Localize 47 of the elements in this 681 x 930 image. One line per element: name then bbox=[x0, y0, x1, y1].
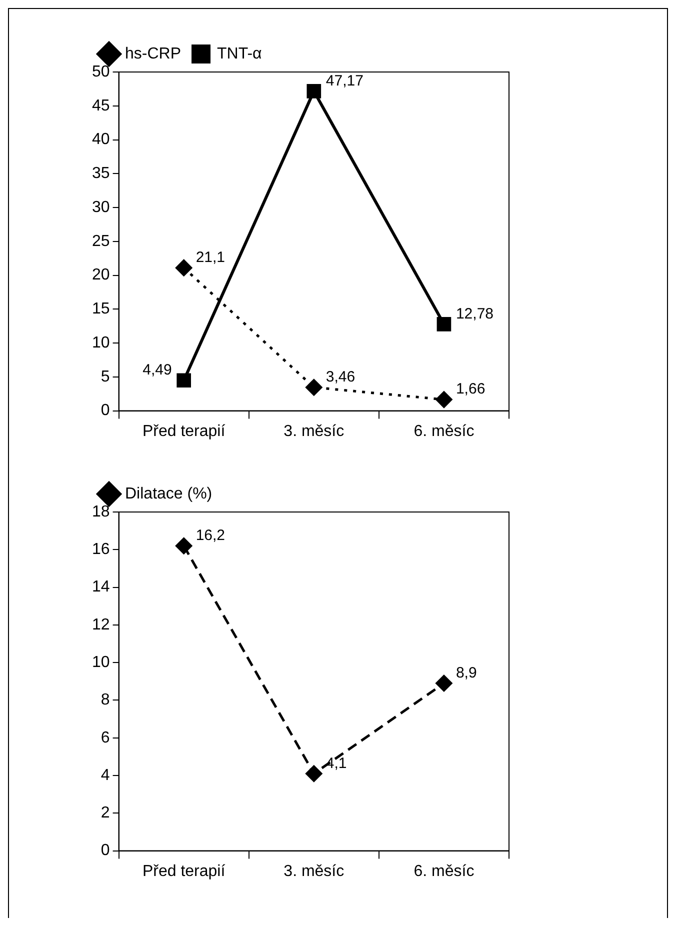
y-tick-label: 10 bbox=[92, 334, 110, 352]
data-label: 21,1 bbox=[196, 248, 226, 266]
data-label: 4,49 bbox=[142, 362, 172, 379]
y-tick-label: 8 bbox=[100, 692, 110, 709]
point bbox=[306, 84, 322, 98]
legend-label: hs-CRP bbox=[125, 45, 182, 62]
data-label: 12,78 bbox=[456, 305, 494, 322]
point bbox=[436, 675, 452, 692]
y-tick-label: 0 bbox=[100, 402, 110, 420]
y-tick-label: 20 bbox=[92, 266, 110, 284]
point bbox=[176, 260, 192, 276]
y-tick-label: 30 bbox=[92, 198, 110, 216]
data-label: 3,46 bbox=[326, 368, 356, 386]
point bbox=[306, 765, 322, 782]
x-tick-label: 3. měsíc bbox=[284, 862, 344, 880]
point bbox=[176, 373, 191, 388]
point bbox=[176, 538, 192, 554]
data-label: 1,66 bbox=[456, 380, 486, 398]
y-tick-label: 5 bbox=[100, 368, 110, 386]
y-tick-label: 35 bbox=[92, 165, 110, 182]
point bbox=[306, 379, 322, 396]
y-tick-label: 40 bbox=[92, 131, 110, 148]
y-tick-label: 18 bbox=[92, 503, 110, 520]
x-tick-label: 6. měsíc bbox=[414, 862, 474, 880]
x-tick-label: Před terapií bbox=[142, 862, 226, 880]
y-tick-label: 14 bbox=[92, 578, 110, 596]
data-label: 8,9 bbox=[456, 664, 477, 682]
x-tick-label: 6. měsíc bbox=[414, 422, 474, 440]
point bbox=[436, 317, 452, 332]
y-tick-label: 0 bbox=[100, 842, 110, 860]
data-label: 16,2 bbox=[196, 527, 226, 544]
legend-label: TNT-α bbox=[217, 45, 262, 62]
y-tick-label: 4 bbox=[100, 766, 110, 784]
point bbox=[436, 391, 452, 408]
y-tick-label: 15 bbox=[92, 300, 110, 318]
y-tick-label: 10 bbox=[92, 654, 110, 671]
x-tick-label: Před terapií bbox=[142, 422, 226, 440]
data-label: 47,17 bbox=[326, 72, 364, 90]
y-tick-label: 6 bbox=[100, 729, 110, 746]
y-tick-label: 50 bbox=[92, 63, 110, 80]
y-tick-label: 12 bbox=[92, 616, 110, 634]
legend-label: Dilatace (%) bbox=[125, 485, 212, 502]
y-tick-label: 2 bbox=[100, 804, 110, 822]
y-tick-label: 25 bbox=[92, 232, 110, 250]
y-tick-label: 45 bbox=[92, 97, 110, 114]
x-tick-label: 3. měsíc bbox=[284, 422, 344, 440]
y-tick-label: 16 bbox=[92, 541, 110, 558]
